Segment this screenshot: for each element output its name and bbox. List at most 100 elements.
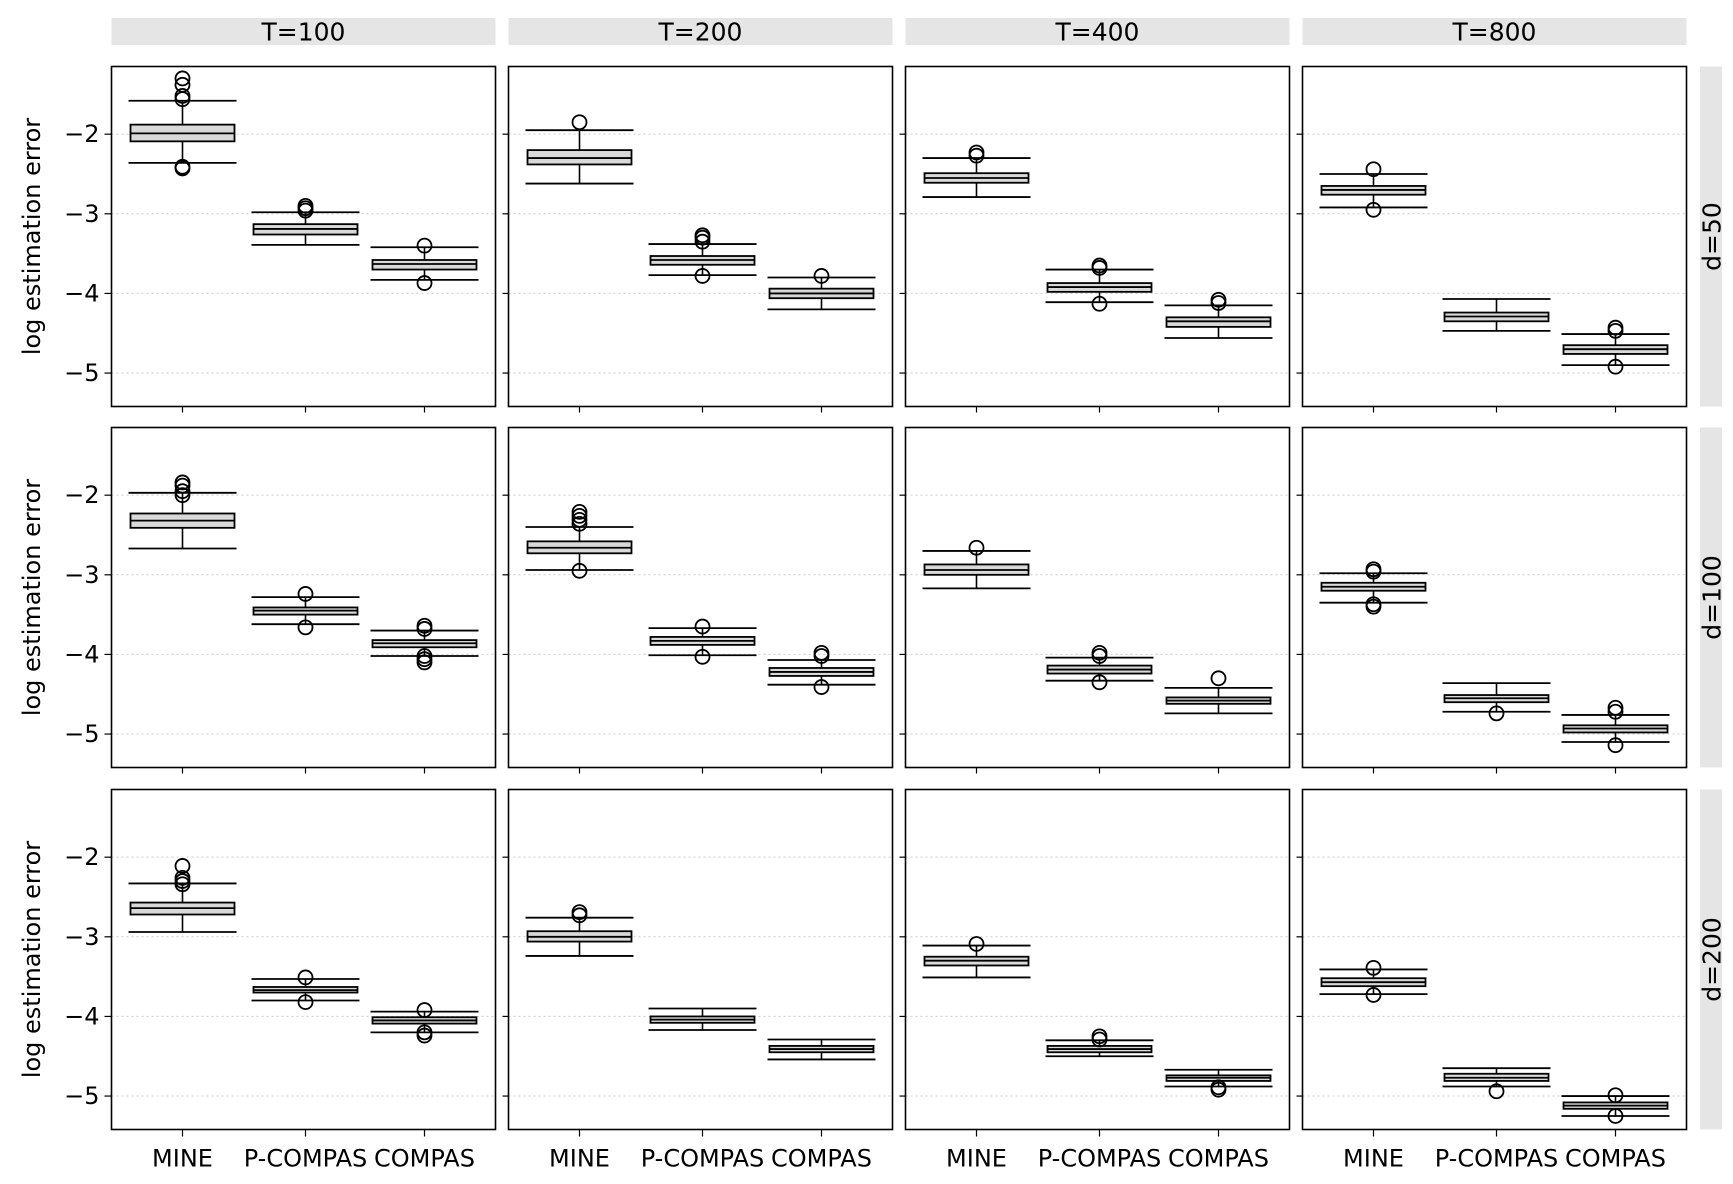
- outlier-point: [1365, 987, 1382, 1003]
- outlier-point: [174, 91, 191, 108]
- box-compas: [767, 268, 876, 311]
- outlier-point: [1365, 598, 1382, 615]
- box-compas: [370, 1002, 479, 1044]
- outlier-point: [1210, 1081, 1227, 1098]
- panel-border: [904, 788, 1291, 1131]
- box-p-compas: [251, 586, 360, 636]
- column-strip-background: [111, 18, 496, 45]
- outlier-point: [1607, 703, 1624, 720]
- y-tick-label: −3: [64, 923, 99, 951]
- outlier-point: [694, 648, 711, 665]
- outlier-point: [1607, 699, 1624, 716]
- panel-border: [110, 788, 497, 1131]
- outlier-point: [1607, 322, 1624, 339]
- box-compas: [1561, 319, 1670, 375]
- outlier-point: [694, 233, 711, 250]
- facet-panel: [110, 788, 497, 1131]
- column-strip-label: T=200: [658, 18, 743, 47]
- outlier-point: [571, 907, 588, 924]
- outlier-point: [694, 229, 711, 246]
- box-p-compas: [1045, 644, 1154, 691]
- box-compas: [370, 237, 479, 291]
- outlier-point: [416, 237, 433, 254]
- column-strip-label: T=800: [1452, 18, 1537, 47]
- outlier-point: [694, 618, 711, 635]
- outlier-point: [571, 507, 588, 524]
- panel-background: [1302, 427, 1687, 768]
- outlier-point: [1488, 1083, 1505, 1100]
- box-mine: [922, 539, 1031, 590]
- box-compas: [1561, 699, 1670, 754]
- row-strip-label: d=50: [1698, 202, 1727, 271]
- facet-panel: [502, 426, 894, 774]
- y-tick-label: −5: [64, 720, 99, 748]
- outlier-point: [1488, 705, 1505, 722]
- panel-border: [507, 426, 894, 769]
- x-tick-label: MINE: [1343, 1145, 1404, 1173]
- outlier-point: [416, 621, 433, 637]
- y-tick-label: −5: [64, 359, 99, 387]
- outlier-point: [968, 147, 985, 164]
- y-axis-title: log estimation error: [18, 479, 46, 716]
- box-compas: [767, 644, 876, 695]
- outlier-point: [813, 268, 830, 284]
- facet-panel: [110, 65, 497, 413]
- outlier-point: [174, 70, 191, 87]
- y-tick-label: −5: [64, 1082, 99, 1110]
- outlier-point: [297, 202, 314, 219]
- outlier-point: [174, 477, 191, 494]
- box-p-compas: [1442, 1067, 1551, 1100]
- outlier-point: [174, 487, 191, 504]
- x-tick-label: MINE: [549, 1145, 610, 1173]
- box-mine: [922, 144, 1031, 198]
- box-mine: [1319, 161, 1428, 218]
- panel-border: [904, 426, 1291, 769]
- facet-panel: [899, 65, 1291, 413]
- outlier-point: [174, 160, 191, 177]
- column-strip: T=200: [508, 18, 893, 47]
- facet-panel: [502, 788, 894, 1131]
- box-p-compas: [251, 197, 360, 246]
- y-tick-label: −4: [64, 640, 99, 668]
- outlier-point: [1607, 1108, 1624, 1124]
- y-axis-title: log estimation error: [18, 841, 46, 1078]
- row-strip: d=200: [1698, 789, 1727, 1130]
- outlier-point: [571, 504, 588, 520]
- box-p-compas: [648, 1007, 757, 1031]
- box-compas: [767, 1038, 876, 1061]
- column-strip: T=400: [905, 18, 1290, 47]
- box-mine: [525, 904, 634, 957]
- y-tick-label: −4: [64, 1002, 99, 1030]
- outlier-point: [416, 275, 433, 291]
- panel-background: [905, 427, 1290, 768]
- outlier-point: [1607, 1087, 1624, 1104]
- outlier-point: [297, 994, 314, 1010]
- facet-panel: [502, 65, 894, 413]
- x-tick-label: COMPAS: [1565, 1145, 1666, 1173]
- outlier-point: [1091, 1031, 1108, 1048]
- outlier-point: [174, 876, 191, 893]
- box-p-compas: [1442, 682, 1551, 722]
- row-strip-label: d=100: [1698, 555, 1727, 640]
- row-strip-background: [1700, 789, 1722, 1130]
- row-strip-background: [1700, 66, 1722, 407]
- panel-border: [110, 426, 497, 769]
- outlier-point: [1365, 563, 1382, 580]
- y-tick-label: −3: [64, 561, 99, 589]
- column-strip: T=100: [111, 18, 496, 47]
- outlier-point: [1365, 161, 1382, 178]
- column-strip-background: [508, 18, 893, 45]
- outlier-point: [968, 539, 985, 556]
- outlier-point: [813, 679, 830, 695]
- box-p-compas: [648, 227, 757, 284]
- panel-border: [507, 788, 894, 1131]
- outlier-point: [968, 936, 985, 952]
- box-p-compas: [1442, 298, 1551, 332]
- column-strip-background: [1302, 18, 1687, 45]
- facet-panel: [1296, 788, 1688, 1131]
- box-mine: [128, 70, 237, 177]
- outlier-point: [1365, 201, 1382, 218]
- panel-border: [1301, 788, 1688, 1131]
- box-p-compas: [1045, 1028, 1154, 1058]
- outlier-point: [1091, 295, 1108, 312]
